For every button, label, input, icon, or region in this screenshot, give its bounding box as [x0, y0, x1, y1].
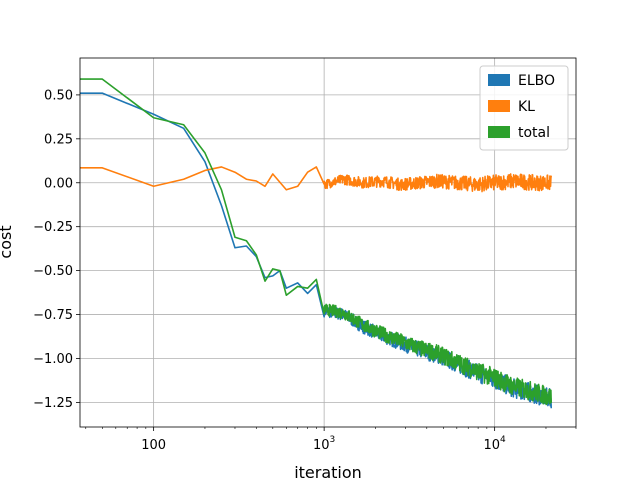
x-tick-base: 100 [141, 438, 166, 453]
legend: ELBO KL total [479, 65, 569, 151]
x-tick-label: 104 [484, 435, 507, 453]
y-tick-label: −0.50 [33, 264, 73, 279]
legend-label: total [518, 125, 550, 141]
y-tick-label: −0.25 [33, 220, 73, 235]
x-tick-base: 10 [484, 438, 501, 453]
x-tick-label: 103 [313, 435, 335, 453]
y-tick-label: 0.00 [44, 176, 73, 191]
series-line-kl [80, 166, 553, 193]
y-tick-label: −1.00 [33, 352, 73, 367]
y-tick-label: 0.25 [44, 132, 73, 147]
y-tick-label: −0.75 [33, 308, 73, 323]
legend-label: ELBO [518, 73, 555, 89]
legend-label: KL [518, 99, 535, 115]
series-line-total [80, 78, 553, 406]
legend-swatch [488, 74, 510, 86]
x-tick-exponent: 3 [330, 435, 336, 445]
y-tick-label: −1.25 [33, 396, 73, 411]
legend-swatch [488, 126, 510, 138]
plot-frame [79, 57, 577, 428]
x-axis: 100 103 104 [85, 427, 577, 453]
y-tick-label: 0.50 [44, 88, 73, 103]
y-axis-label: cost [0, 225, 15, 258]
legend-swatch [488, 100, 510, 112]
x-tick-base: 10 [313, 438, 330, 453]
x-axis-label: iteration [294, 463, 362, 480]
x-tick-label: 100 [141, 438, 166, 453]
x-tick-exponent: 4 [500, 435, 506, 445]
y-axis: 0.50 0.25 0.00 −0.25 −0.50 −0.75 −1.00 −1.25 [33, 88, 80, 411]
series-layer [80, 78, 553, 409]
